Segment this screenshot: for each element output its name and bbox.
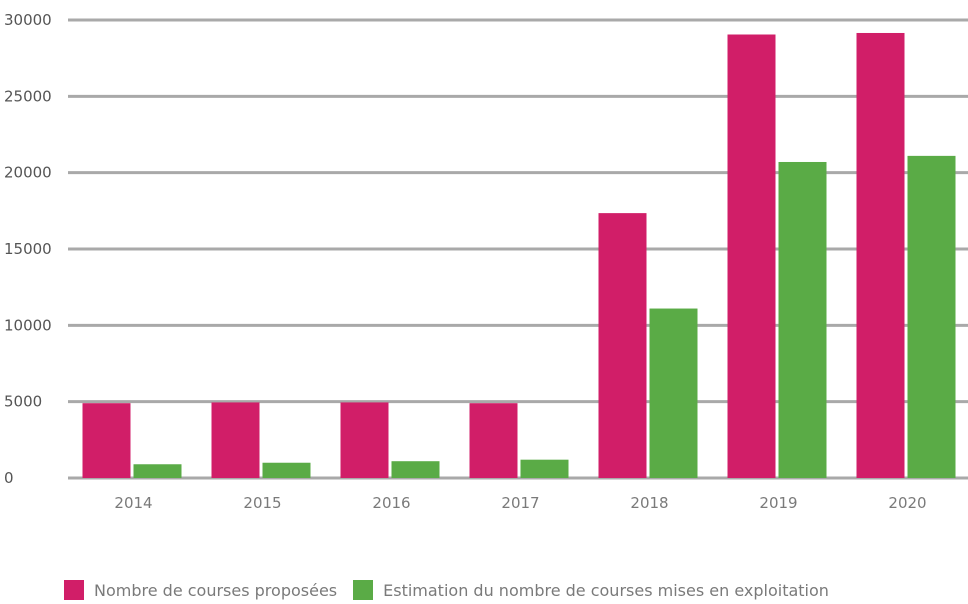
bar-exploitation-2017 — [520, 459, 569, 478]
y-tick-label: 5000 — [4, 393, 42, 411]
x-axis-ticks: 2014 2015 2016 2017 2018 2019 2020 — [114, 494, 926, 512]
bar-exploitation-2019 — [778, 161, 827, 479]
y-axis-ticks: 0 5000 10000 15000 20000 25000 30000 — [4, 11, 52, 487]
x-tick-label: 2017 — [501, 494, 539, 512]
bar-exploitation-2016 — [391, 461, 440, 478]
bar-proposees-2015 — [211, 402, 260, 478]
legend-swatch-proposees — [64, 580, 84, 600]
x-tick-label: 2015 — [243, 494, 281, 512]
y-tick-label: 30000 — [4, 11, 52, 29]
legend-swatch-exploitation — [353, 580, 374, 600]
y-tick-label: 20000 — [4, 164, 52, 182]
bar-exploitation-2015 — [262, 462, 311, 478]
x-tick-label: 2016 — [372, 494, 410, 512]
legend-label-proposees: Nombre de courses proposées — [94, 580, 338, 600]
bar-proposees-2020 — [856, 32, 905, 479]
bars — [82, 32, 956, 479]
bar-proposees-2017 — [469, 403, 518, 478]
legend-item-proposees: Nombre de courses proposées — [64, 580, 337, 600]
y-tick-label: 15000 — [4, 240, 52, 258]
bar-exploitation-2014 — [133, 464, 182, 478]
bar-proposees-2014 — [82, 403, 131, 478]
bar-proposees-2016 — [340, 402, 389, 478]
legend: Nombre de courses proposées Estimation d… — [64, 576, 829, 604]
bar-proposees-2019 — [727, 34, 776, 479]
x-tick-label: 2014 — [114, 494, 152, 512]
x-tick-label: 2020 — [888, 494, 926, 512]
bar-exploitation-2018 — [649, 308, 698, 478]
y-tick-label: 10000 — [4, 316, 52, 334]
y-tick-label: 0 — [4, 469, 14, 487]
x-tick-label: 2019 — [759, 494, 797, 512]
y-tick-label: 25000 — [4, 87, 52, 105]
bar-proposees-2018 — [598, 213, 647, 478]
legend-item-exploitation: Estimation du nombre de courses mises en… — [353, 580, 829, 600]
x-tick-label: 2018 — [630, 494, 668, 512]
legend-label-exploitation: Estimation du nombre de courses mises en… — [383, 580, 829, 600]
bar-exploitation-2020 — [907, 155, 956, 478]
grid-lines — [68, 18, 968, 480]
